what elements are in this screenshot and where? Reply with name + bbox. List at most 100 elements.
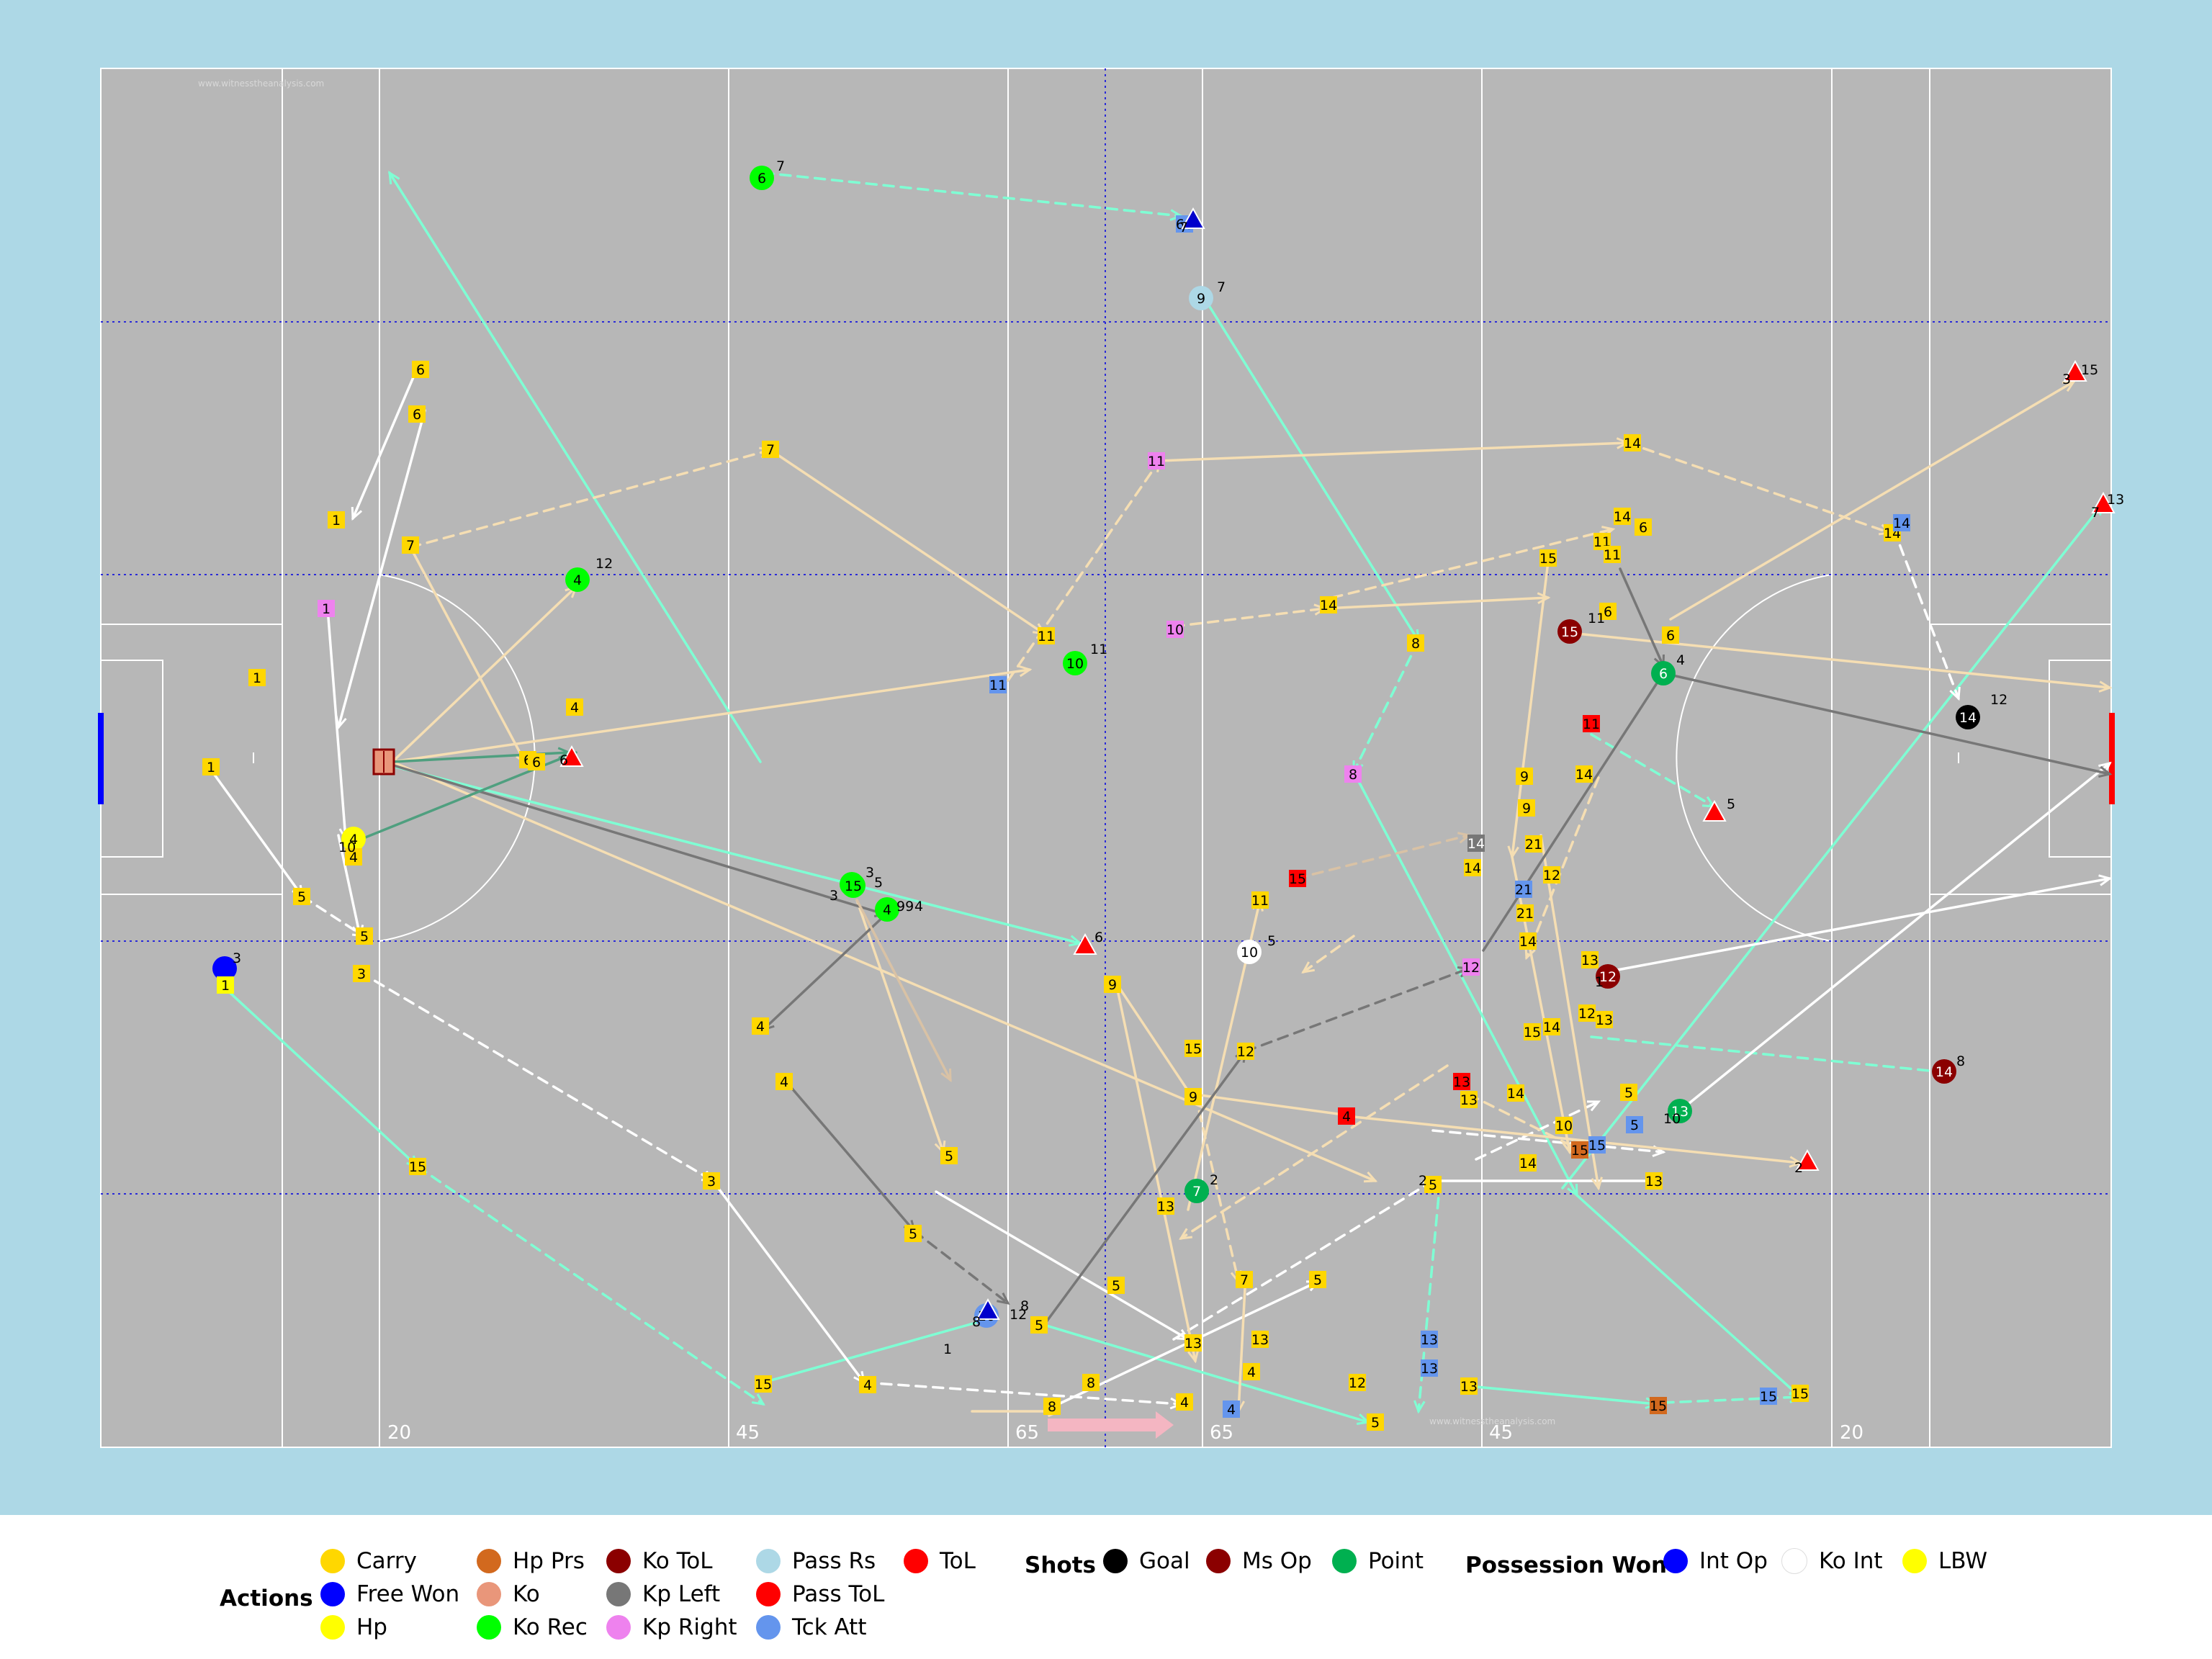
event-marker: 4 (565, 567, 590, 592)
svg-text:5: 5 (945, 1148, 953, 1164)
svg-text:14: 14 (1543, 1020, 1560, 1035)
hp-dot-icon (320, 1615, 345, 1640)
event-marker: 14 (1507, 1084, 1524, 1102)
event-marker: 4 (775, 1073, 793, 1090)
svg-text:15: 15 (1524, 1025, 1541, 1040)
event-marker: 1 (328, 511, 345, 529)
ko-int-dot-icon (1781, 1548, 1807, 1574)
legend-item-kp-left: Kp Left (606, 1578, 720, 1610)
player-number-label: 12 (1010, 1307, 1027, 1323)
event-marker: 4 (1223, 1401, 1240, 1418)
svg-text:14: 14 (1467, 836, 1485, 852)
player-number-label: 13 (2107, 492, 2124, 508)
svg-text:6: 6 (413, 407, 421, 423)
event-marker (1073, 932, 1097, 955)
svg-text:3: 3 (707, 1174, 716, 1190)
svg-text:4: 4 (1180, 1395, 1189, 1411)
svg-text:11: 11 (1038, 629, 1055, 644)
event-marker: 4 (1243, 1363, 1260, 1380)
event-marker: 15 (1524, 1023, 1541, 1040)
event-arrow (1323, 592, 1551, 610)
direction-arrow-icon (1048, 1411, 1174, 1439)
yard-label: 65 (1210, 1422, 1233, 1444)
svg-text:11: 11 (1148, 454, 1165, 469)
event-marker: 5 (1626, 1116, 1643, 1133)
yard-label: 45 (1489, 1422, 1513, 1444)
svg-text:12: 12 (1462, 960, 1480, 976)
player-number-label: 5 (1727, 796, 1735, 812)
svg-text:4: 4 (883, 902, 891, 918)
svg-text:5: 5 (1035, 1318, 1043, 1334)
event-marker: 13 (1251, 1331, 1269, 1348)
event-marker (2091, 491, 2116, 513)
event-marker: 14 (1543, 1018, 1560, 1035)
carry-dot-icon (320, 1549, 345, 1573)
event-arrow (1892, 528, 1961, 701)
event-marker: 15 (1184, 1040, 1202, 1057)
player-number-labels: 1277711334996251065812811141281012537151… (233, 158, 2124, 1357)
svg-text:14: 14 (1519, 1156, 1537, 1172)
event-marker: 8 (1043, 1398, 1061, 1415)
event-marker: 15 (1539, 549, 1557, 567)
right-goal (2109, 713, 2115, 804)
pass-tol-dot-icon (756, 1582, 781, 1606)
svg-text:15: 15 (1571, 1143, 1588, 1159)
event-marker: 12 (1543, 866, 1560, 884)
event-marker: 10 (1063, 651, 1087, 675)
event-marker: 3 (703, 1172, 720, 1190)
event-marker: 4 (1176, 1393, 1193, 1411)
event-marker: 15 (1557, 619, 1582, 644)
svg-text:8: 8 (1087, 1375, 1095, 1391)
legend-item-tck-att: Tck Att (756, 1611, 867, 1643)
svg-text:4: 4 (1247, 1364, 1256, 1380)
point-dot-icon (1332, 1549, 1357, 1573)
player-number-label: 12 (595, 556, 613, 572)
event-marker: 6 (750, 166, 774, 190)
event-marker: 3 (353, 965, 370, 982)
svg-text:15: 15 (1561, 624, 1578, 640)
player-number-label: 2 (1794, 1160, 1803, 1176)
svg-text:14: 14 (1936, 1064, 1953, 1080)
svg-text:5: 5 (1112, 1278, 1120, 1294)
event-marker: 5 (1309, 1271, 1326, 1288)
player-number-label: 2 (1210, 1172, 1218, 1188)
event-marker: 5 (1424, 1176, 1442, 1193)
event-marker (212, 956, 237, 981)
event-marker: 11 (1038, 627, 1055, 644)
svg-text:14: 14 (1959, 710, 1977, 726)
event-arrow (855, 899, 952, 1083)
lbw-dot-icon (1902, 1549, 1927, 1573)
event-arrow (351, 366, 419, 521)
svg-text:21: 21 (1525, 837, 1542, 853)
player-number-label: 99 (896, 899, 914, 914)
svg-text:14: 14 (1624, 436, 1641, 451)
svg-text:15: 15 (1588, 1138, 1606, 1154)
svg-text:4: 4 (573, 572, 582, 588)
svg-text:15: 15 (1289, 871, 1306, 887)
ms-op-dot-icon (1206, 1549, 1231, 1573)
player-number-label: 11 (1090, 642, 1107, 657)
svg-text:4: 4 (863, 1377, 872, 1393)
svg-text:13: 13 (1460, 1379, 1478, 1395)
svg-text:5: 5 (909, 1226, 917, 1242)
player-number-label: 1 (1595, 974, 1604, 990)
ko-tol-dot-icon (606, 1549, 631, 1573)
event-marker: 15 (1571, 1141, 1588, 1159)
event-marker: 13 (1460, 1091, 1478, 1108)
player-number-label: 10 (1663, 1111, 1681, 1127)
event-marker: 13 (1668, 1099, 1692, 1123)
svg-text:13: 13 (1671, 1104, 1689, 1120)
player-number-label: 1 (943, 1341, 952, 1357)
event-arrow (1475, 1100, 1601, 1161)
svg-text:11: 11 (1251, 893, 1269, 909)
svg-text:14: 14 (1464, 860, 1481, 876)
svg-text:1: 1 (221, 978, 230, 994)
svg-text:4: 4 (1227, 1402, 1236, 1418)
svg-text:13: 13 (1645, 1174, 1663, 1190)
player-number-label: 8 (1020, 1298, 1029, 1314)
legend-item-ko-rec: Ko Rec (477, 1611, 588, 1643)
yard-label: 20 (387, 1422, 411, 1444)
svg-text:5: 5 (1630, 1118, 1639, 1133)
event-marker: 12 (1349, 1374, 1366, 1391)
svg-text:9: 9 (1520, 769, 1529, 785)
